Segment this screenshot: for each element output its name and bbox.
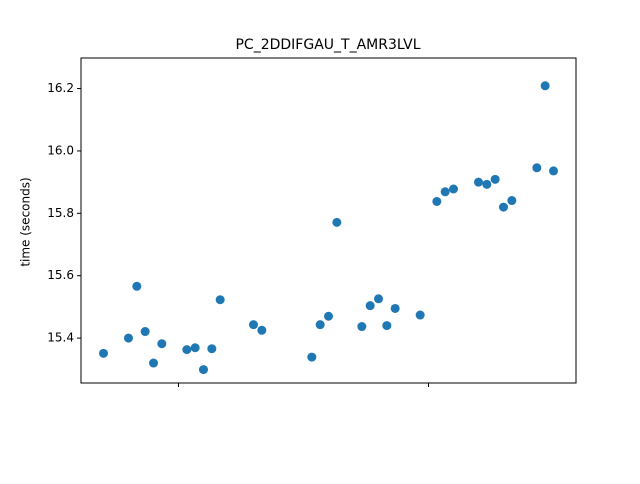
point	[357, 322, 367, 332]
point	[307, 352, 317, 362]
point	[390, 303, 400, 313]
point	[449, 184, 458, 194]
point	[207, 344, 217, 354]
y-tick-label: 15.4	[47, 331, 74, 345]
point	[257, 325, 267, 335]
y-tick-label: 16.0	[47, 143, 74, 157]
y-tick-label: 15.6	[47, 268, 74, 282]
point	[540, 81, 550, 91]
point	[490, 174, 500, 184]
point	[324, 311, 333, 321]
point	[549, 166, 558, 176]
point	[215, 295, 225, 305]
chart-title: PC_2DDIFGAU_T_AMR3LVL	[235, 37, 420, 53]
point	[432, 196, 442, 206]
point	[499, 202, 508, 212]
point	[99, 348, 108, 358]
point	[190, 343, 200, 353]
point	[415, 310, 425, 320]
plot-frame	[80, 57, 577, 384]
point	[440, 187, 450, 197]
point	[199, 365, 208, 375]
y-axis-label: time (seconds)	[19, 177, 33, 266]
point	[374, 294, 383, 304]
point	[532, 163, 542, 173]
point	[315, 320, 325, 330]
point	[249, 320, 258, 330]
y-tick-label: 16.2	[47, 81, 74, 95]
point	[482, 179, 492, 189]
point	[149, 358, 158, 368]
point	[132, 281, 142, 291]
point	[124, 333, 133, 343]
point	[332, 217, 342, 227]
point	[382, 321, 392, 331]
y-tick-label: 15.8	[47, 206, 74, 220]
point	[365, 301, 375, 311]
point	[474, 177, 483, 187]
point	[507, 196, 517, 206]
point	[140, 327, 150, 337]
point	[157, 339, 167, 349]
point	[182, 345, 192, 355]
